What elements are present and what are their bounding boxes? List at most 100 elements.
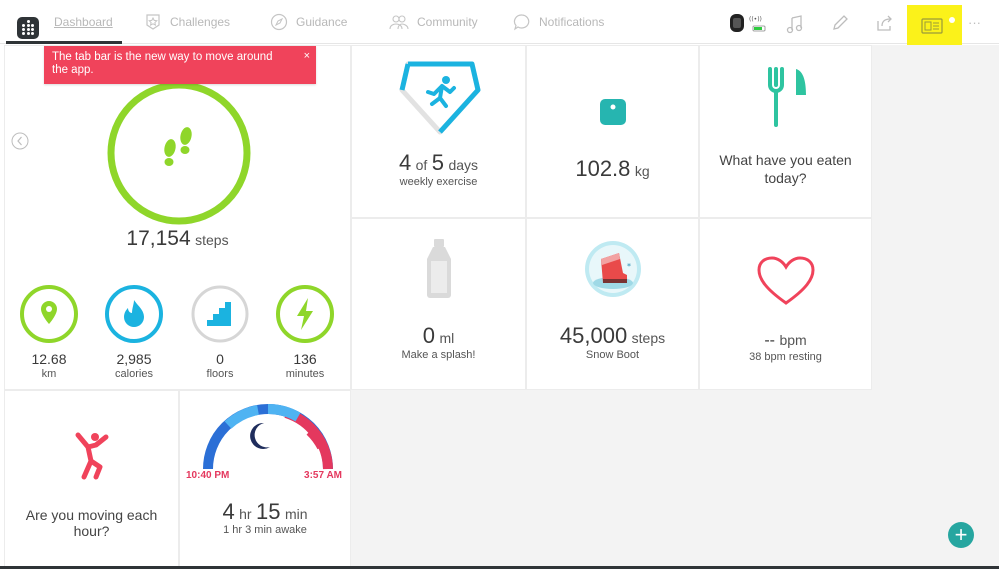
empty-area-bottom bbox=[351, 390, 999, 567]
exercise-tile[interactable]: 4 of 5 days weekly exercise bbox=[351, 45, 526, 218]
heart-rate-tile[interactable]: -- bpm 38 bpm resting bbox=[699, 218, 872, 390]
tab-notifications-label: Notifications bbox=[539, 15, 605, 29]
fork-knife-icon bbox=[768, 67, 806, 127]
minutes-value: 136 bbox=[293, 351, 317, 367]
sleep-arc bbox=[203, 403, 333, 470]
stat-active-minutes[interactable]: 136 minutes bbox=[274, 282, 336, 382]
svg-text:*: * bbox=[627, 262, 631, 271]
exercise-goal: 5 bbox=[431, 150, 445, 175]
floors-value: 0 bbox=[216, 351, 224, 367]
challenge-value: 45,000 bbox=[559, 323, 628, 348]
stat-calories[interactable]: 2,985 calories bbox=[103, 282, 165, 382]
challenge-readout: 45,000 steps bbox=[527, 323, 698, 349]
water-tile[interactable]: 0 ml Make a splash! bbox=[351, 218, 526, 390]
hourly-question: Are you moving each hour? bbox=[25, 507, 158, 539]
sleep-minutes: 15 bbox=[256, 499, 281, 524]
water-unit: ml bbox=[439, 330, 455, 346]
sleep-awake-label: 1 hr 3 min awake bbox=[223, 524, 307, 536]
steps-value: 17,154 bbox=[126, 227, 191, 250]
exercise-unit: days bbox=[448, 157, 479, 173]
tab-bar-tooltip: The tab bar is the new way to move aroun… bbox=[44, 46, 316, 84]
food-tile[interactable]: What have you eaten today? bbox=[699, 45, 872, 218]
weight-tile[interactable]: 102.8 kg bbox=[526, 45, 699, 218]
tab-notifications[interactable]: Notifications bbox=[513, 0, 604, 44]
people-icon bbox=[389, 15, 409, 30]
notification-dot bbox=[949, 17, 955, 23]
exercise-badge-icon bbox=[399, 61, 481, 135]
badge-card-icon bbox=[921, 18, 943, 34]
close-icon[interactable]: × bbox=[303, 50, 310, 62]
empty-area bbox=[872, 45, 999, 390]
bottom-border bbox=[0, 566, 999, 569]
calories-value: 2,985 bbox=[116, 351, 152, 367]
food-question: What have you eaten today? bbox=[719, 152, 852, 186]
tab-dashboard[interactable]: Dashboard bbox=[54, 0, 113, 44]
sleep-end-time: 3:57 AM bbox=[304, 470, 342, 481]
tooltip-text: The tab bar is the new way to move aroun… bbox=[52, 51, 273, 76]
active-minutes-ring bbox=[276, 285, 334, 343]
water-label: Make a splash! bbox=[401, 349, 476, 361]
tab-dashboard-label: Dashboard bbox=[54, 15, 113, 29]
sleep-hr-label: hr bbox=[239, 506, 252, 522]
tab-guidance[interactable]: Guidance bbox=[270, 0, 347, 44]
weight-readout: 102.8 kg bbox=[527, 156, 698, 182]
tab-challenges[interactable]: Challenges bbox=[144, 0, 230, 44]
add-button[interactable]: + bbox=[948, 522, 974, 548]
sleep-hours: 4 bbox=[222, 499, 235, 524]
heart-icon bbox=[757, 256, 815, 305]
mini-stats-row: 12.68 km 2,985 calories 0 floors bbox=[5, 282, 352, 382]
challenge-unit: steps bbox=[631, 330, 666, 346]
chevron-left-icon[interactable] bbox=[11, 132, 29, 150]
steps-ring bbox=[107, 81, 251, 225]
sleep-min-label: min bbox=[284, 506, 308, 522]
snow-boot-badge-icon: * bbox=[585, 241, 641, 297]
snow-boot-tile[interactable]: * 45,000 steps Snow Boot bbox=[526, 218, 699, 390]
tab-guidance-label: Guidance bbox=[296, 15, 348, 29]
stat-floors[interactable]: 0 floors bbox=[189, 282, 251, 382]
calories-ring bbox=[105, 285, 163, 343]
sleep-readout: 4 hr 15 min bbox=[180, 499, 350, 525]
water-readout: 0 ml bbox=[352, 323, 525, 349]
water-value: 0 bbox=[422, 323, 435, 348]
heart-unit: bpm bbox=[779, 332, 807, 348]
exercise-count: 4 bbox=[398, 150, 412, 175]
exercise-readout: 4 of 5 days bbox=[352, 150, 525, 176]
tracker-device-icon[interactable]: ((•)) bbox=[729, 11, 769, 35]
calories-label: calories bbox=[115, 368, 153, 380]
heart-value: -- bbox=[764, 332, 775, 349]
scale-icon bbox=[600, 99, 626, 125]
music-note-icon[interactable] bbox=[786, 14, 804, 34]
tab-challenges-label: Challenges bbox=[170, 15, 231, 29]
footprints-icon bbox=[164, 127, 192, 166]
stat-distance[interactable]: 12.68 km bbox=[18, 282, 80, 382]
steps-tile[interactable]: 17,154 steps 12.68 km 2,985 calories bbox=[4, 45, 351, 390]
weight-value: 102.8 bbox=[575, 156, 631, 181]
minutes-label: minutes bbox=[285, 368, 325, 380]
steps-unit: steps bbox=[195, 232, 229, 248]
dancing-person-icon bbox=[75, 432, 109, 480]
exercise-of: of bbox=[415, 157, 428, 173]
active-tab-indicator bbox=[6, 41, 122, 44]
star-badge-icon bbox=[146, 14, 160, 30]
more-icon[interactable]: ··· bbox=[968, 15, 981, 30]
chat-bubble-icon bbox=[513, 14, 530, 31]
compass-icon bbox=[270, 13, 288, 31]
exercise-label: weekly exercise bbox=[399, 176, 478, 188]
highlighted-badge-button[interactable] bbox=[907, 5, 962, 46]
sleep-start-time: 10:40 PM bbox=[186, 470, 230, 481]
share-icon[interactable] bbox=[876, 14, 894, 32]
heart-readout: -- bpm bbox=[700, 332, 871, 350]
tab-community[interactable]: Community bbox=[389, 0, 478, 44]
heart-label: 38 bpm resting bbox=[749, 351, 822, 363]
distance-label: km bbox=[41, 368, 57, 380]
floors-ring bbox=[191, 285, 249, 343]
pencil-icon[interactable] bbox=[831, 14, 849, 32]
fitbit-logo-icon[interactable] bbox=[17, 17, 39, 39]
challenge-label: Snow Boot bbox=[585, 349, 640, 361]
sleep-tile[interactable]: 10:40 PM 3:57 AM 4 hr 15 min 1 hr 3 min … bbox=[179, 390, 351, 567]
distance-ring bbox=[20, 285, 78, 343]
water-bottle-icon bbox=[427, 239, 451, 298]
svg-text:((•)): ((•)) bbox=[749, 16, 762, 23]
hourly-activity-tile[interactable]: Are you moving each hour? bbox=[4, 390, 179, 567]
weight-unit: kg bbox=[634, 163, 650, 179]
